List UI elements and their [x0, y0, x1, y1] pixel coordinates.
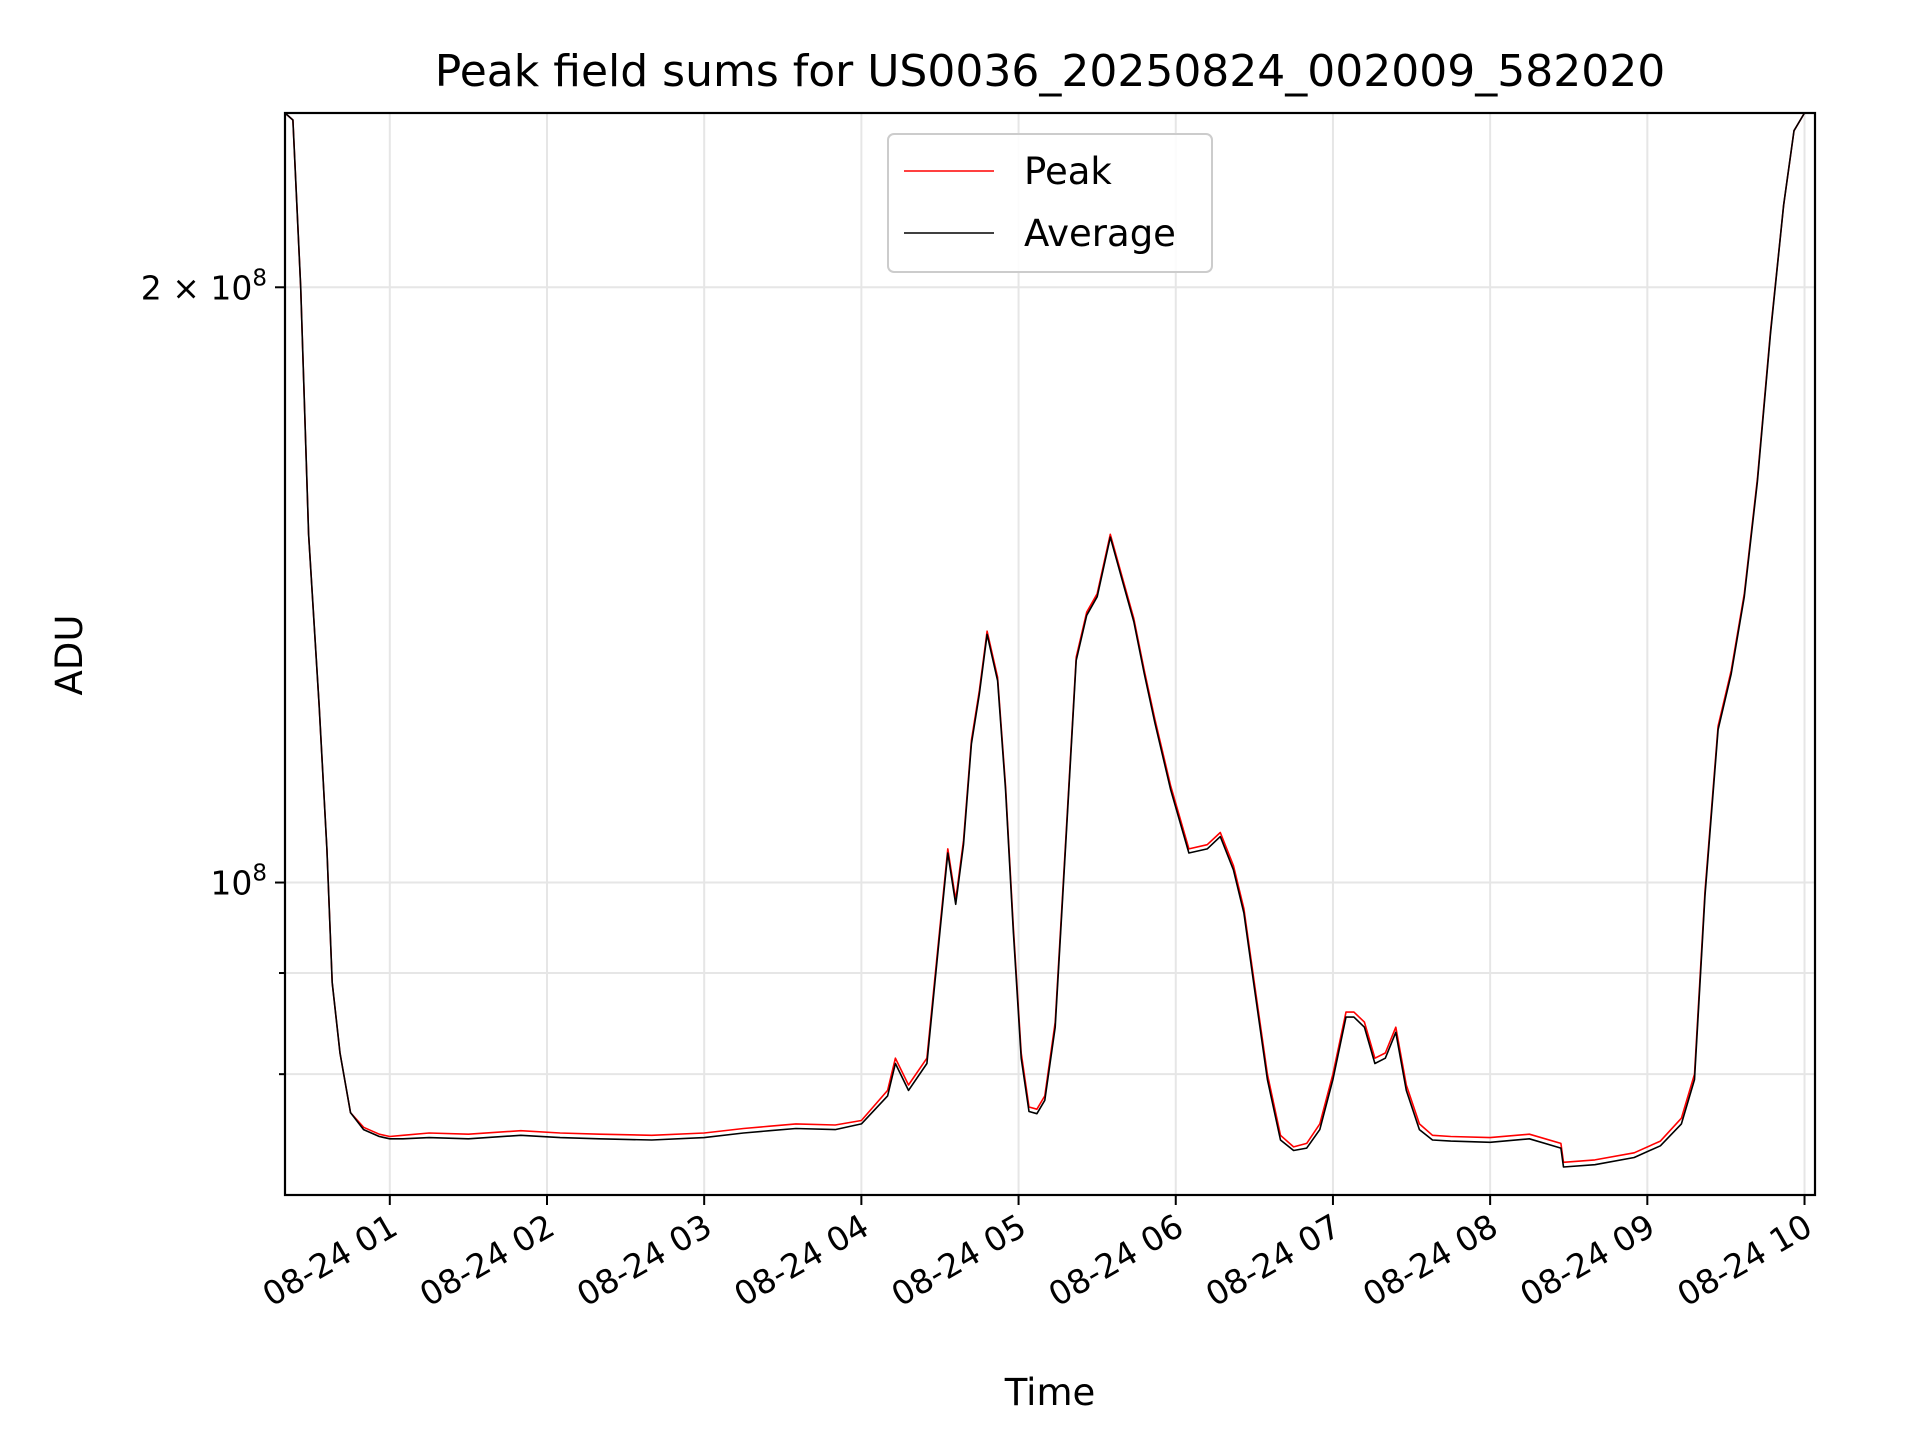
series-line-average [285, 113, 1815, 1168]
legend-box [887, 133, 1213, 273]
legend-label-peak: Peak [1024, 150, 1112, 193]
series-layer [285, 113, 1815, 1168]
legend: Peak Average [887, 133, 1213, 273]
y-axis-label: ADU [48, 615, 91, 696]
grid [285, 113, 1815, 1195]
plot-frame [283, 111, 1817, 1197]
chart-title: Peak field sums for US0036_20250824_0020… [435, 46, 1665, 97]
y-tick-label: 108 [210, 861, 267, 903]
y-tick-label: 2 × 108 [141, 265, 267, 307]
x-axis-label: Time [1004, 1371, 1096, 1414]
legend-label-average: Average [1024, 212, 1176, 255]
y-axis: 108 2 × 108 [141, 265, 285, 1076]
